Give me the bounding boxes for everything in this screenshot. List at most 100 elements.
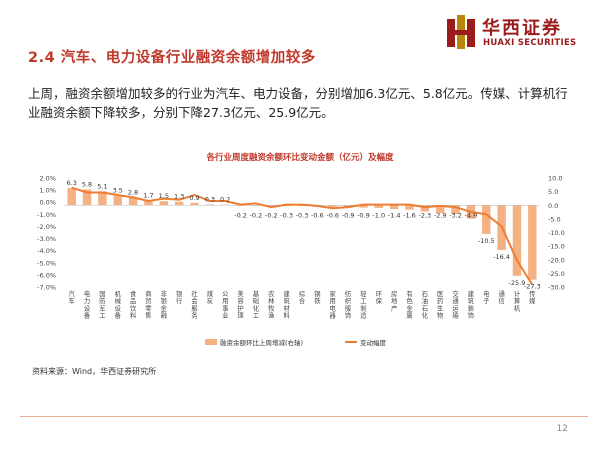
chart-title: 各行业周度融资余额环比变动金额（亿元）及幅度 [205, 152, 394, 163]
bar-data-label: 1.5 [159, 192, 169, 200]
bar-data-label: -0.2 [234, 211, 247, 219]
y-left-tick-label: -6.0% [37, 271, 56, 279]
x-tick-label: 综合 [299, 289, 306, 305]
bar-data-label: -0.6 [311, 211, 324, 219]
x-tick-label: 环保 [376, 290, 383, 305]
chart-bar [98, 191, 107, 206]
y-right-tick-label: 5.0 [548, 188, 558, 196]
x-tick-label: 传媒 [529, 289, 536, 305]
x-tick-label: 医药生物 [437, 290, 443, 320]
bar-data-label: -16.4 [493, 253, 510, 261]
brand-name-en: HUAXI SECURITIES [483, 38, 577, 48]
y-right-tick-label: 10.0 [548, 175, 562, 183]
x-tick-label: 交通运输 [452, 289, 459, 320]
chart-bar [205, 204, 215, 206]
chart-bar [67, 188, 76, 206]
x-tick-label: 农林牧渔 [268, 289, 275, 320]
page-title: 2.4 汽车、电力设备行业融资余额增加较多 [28, 50, 316, 66]
bar-data-label: 1.3 [174, 193, 184, 201]
chart-bar [82, 189, 92, 206]
chart-bar [374, 205, 383, 208]
legend-label-bar: 融资余额环比上周增减(右轴) [220, 338, 303, 347]
x-tick-label: 汽车 [69, 289, 76, 305]
x-tick-label: 机械设备 [115, 289, 122, 320]
x-tick-label: 非银金融 [161, 289, 168, 320]
chart-bar [420, 205, 430, 212]
page-number: 12 [556, 424, 568, 434]
bar-data-label: 5.1 [97, 182, 107, 190]
bar-data-label: -1.6 [403, 211, 416, 219]
bar-data-label: -0.2 [250, 211, 263, 219]
bar-data-label: 5.8 [82, 180, 92, 188]
chart-bar [359, 205, 368, 208]
y-left-tick-label: -3.0% [37, 235, 56, 243]
bar-data-label: 1.7 [143, 192, 153, 200]
y-right-tick-label: -25.0 [548, 270, 565, 278]
x-tick-label: 建筑材料 [283, 289, 290, 320]
chart-bar [159, 201, 169, 206]
y-left-tick-label: -5.0% [37, 259, 56, 267]
chart-bar [174, 201, 184, 206]
y-left-tick-label: -2.0% [37, 223, 56, 231]
y-left-tick-label: -7.0% [37, 284, 56, 292]
y-left-tick-label: -4.0% [37, 247, 56, 255]
x-tick-label: 国防军工 [99, 290, 105, 320]
bar-data-label: 3.5 [113, 187, 123, 195]
chart-bar [282, 205, 291, 207]
chart-bar [405, 205, 414, 210]
bar-data-label: -2.3 [418, 211, 431, 219]
chart-bar [328, 205, 337, 207]
y-right-tick-label: 0.0 [548, 202, 558, 210]
x-tick-label: 钢铁 [314, 290, 321, 305]
x-tick-label: 轻工制造 [360, 289, 367, 320]
bar-data-label: 0.9 [189, 194, 199, 202]
brand-logo: 华西证券 HUAXI SECURITIES [446, 12, 586, 58]
bar-data-label: -0.9 [342, 211, 355, 219]
x-tick-label: 通信 [498, 289, 505, 305]
x-tick-label: 食品饮料 [130, 289, 137, 320]
bar-data-label: -27.3 [524, 283, 541, 291]
x-tick-label: 商贸零售 [145, 289, 152, 320]
x-tick-label: 家用电器 [330, 289, 337, 320]
x-tick-label: 社会服务 [191, 289, 198, 320]
source-note: 资料来源：Wind，华西证券研究所 [32, 367, 157, 376]
intro-paragraph: 上周，融资余额增加较多的行业为汽车、电力设备，分别增加6.3亿元、5.8亿元。传… [28, 86, 568, 120]
x-tick-label: 美容护理 [237, 289, 244, 320]
chart-bar [389, 205, 399, 210]
y-left-tick-label: 1.0% [39, 187, 56, 195]
chart-bar [297, 205, 307, 207]
chart-bar [451, 205, 460, 214]
x-tick-label: 计算机 [514, 289, 521, 312]
bar-data-label: -0.2 [265, 211, 278, 219]
y-right-tick-label: -30.0 [548, 284, 565, 292]
bar-data-label: -0.9 [357, 211, 370, 219]
bar-data-label: -4.9 [465, 211, 478, 219]
x-tick-label: 电子 [483, 289, 490, 305]
bar-data-label: -25.9 [509, 279, 526, 287]
chart-bar [512, 205, 522, 276]
x-tick-label: 房地产 [391, 289, 398, 312]
y-left-tick-label: 2.0% [39, 175, 56, 183]
chart-bar [190, 202, 199, 206]
x-tick-label: 基础化工 [253, 289, 260, 320]
y-right-tick-label: -20.0 [548, 256, 565, 264]
bar-data-label: -2.9 [434, 211, 447, 219]
chart-bar [113, 195, 122, 206]
footer-divider [20, 416, 588, 417]
y-left-tick-label: -1.0% [37, 211, 56, 219]
bar-data-label: -10.5 [478, 237, 495, 245]
brand-name-cn: 华西证券 [482, 18, 562, 39]
legend-swatch-bar [205, 339, 217, 345]
industry-margin-chart: 各行业周度融资余额环比变动金额（亿元）及幅度 2.0% 1.0% 0.0% -1.0% -… [37, 152, 565, 347]
x-tick-label: 电力设备 [84, 289, 91, 320]
y-right-tick-label: -5.0 [548, 215, 561, 223]
x-tick-label: 银行 [176, 289, 183, 305]
huaxi-logo-icon [447, 15, 475, 49]
x-tick-label: 煤炭 [207, 289, 214, 305]
chart-bar [482, 205, 491, 234]
x-tick-label: 纺织服饰 [345, 289, 352, 320]
bar-data-label: 6.3 [67, 179, 77, 187]
bar-data-label: 0.2 [220, 196, 230, 204]
bar-data-label: 2.8 [128, 189, 138, 197]
chart-bar [144, 200, 153, 206]
